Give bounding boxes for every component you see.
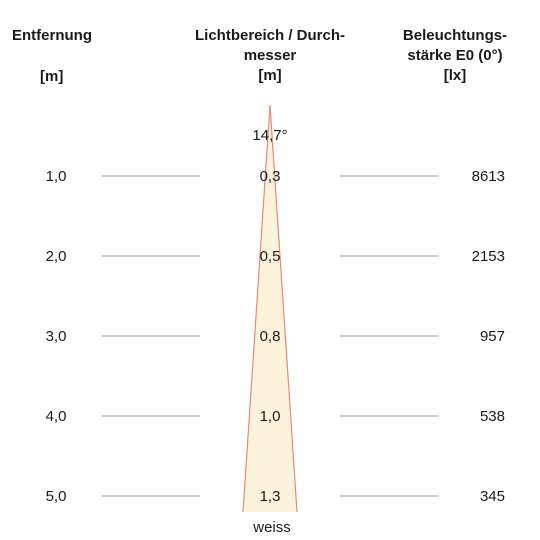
distance-value: 3,0	[46, 328, 67, 345]
table-row: 4,0 1,0 538	[46, 408, 505, 425]
beam-angle-label: 14,7°	[252, 127, 287, 144]
table-row: 3,0 0,8 957	[46, 328, 505, 345]
distance-value: 1,0	[46, 168, 67, 185]
diameter-value: 1,0	[260, 408, 281, 425]
illuminance-value: 345	[480, 488, 505, 505]
diameter-value: 0,8	[260, 328, 281, 345]
beam-edge-left	[242, 104, 271, 513]
table-row: 5,0 1,3 345	[46, 488, 505, 505]
illuminance-header-title-line1: Beleuchtungs-	[402, 27, 508, 44]
diameter-value: 0,3	[260, 168, 281, 185]
distance-value: 4,0	[46, 408, 67, 425]
distance-value: 5,0	[46, 488, 67, 505]
diameter-value: 1,3	[260, 488, 281, 505]
diameter-header-unit: [m]	[258, 67, 282, 84]
illuminance-header: Beleuchtungs- stärke E0 (0°) [lx]	[370, 26, 540, 86]
diameter-value: 0,5	[260, 248, 281, 265]
illuminance-header-title-line2: stärke E0 (0°)	[407, 47, 503, 64]
distance-value: 2,0	[46, 248, 67, 265]
beam-cone	[243, 105, 297, 512]
distance-header: Entfernung [m]	[12, 26, 92, 87]
diameter-header-title-line1: Lichtbereich / Durch-	[194, 27, 346, 44]
illuminance-value: 957	[480, 328, 505, 345]
rows-group: 1,0 0,3 8613 2,0 0,5 2153 3,0 0,8 957 4,0 1,0 538 5,…	[46, 168, 505, 505]
distance-header-unit: [m]	[40, 68, 64, 85]
table-row: 1,0 0,3 8613	[46, 168, 505, 185]
beam-edge-right	[269, 104, 298, 513]
diameter-header: Lichtbereich / Durch- messer [m]	[150, 26, 390, 86]
illuminance-value: 8613	[472, 168, 505, 185]
diameter-header-title-line2: messer	[243, 47, 297, 64]
illuminance-header-unit: [lx]	[443, 67, 467, 84]
beam-color-label: weiss	[252, 519, 291, 536]
illuminance-value: 538	[480, 408, 505, 425]
table-row: 2,0 0,5 2153	[46, 248, 505, 265]
illuminance-value: 2153	[472, 248, 505, 265]
distance-header-title: Entfernung	[12, 27, 92, 44]
